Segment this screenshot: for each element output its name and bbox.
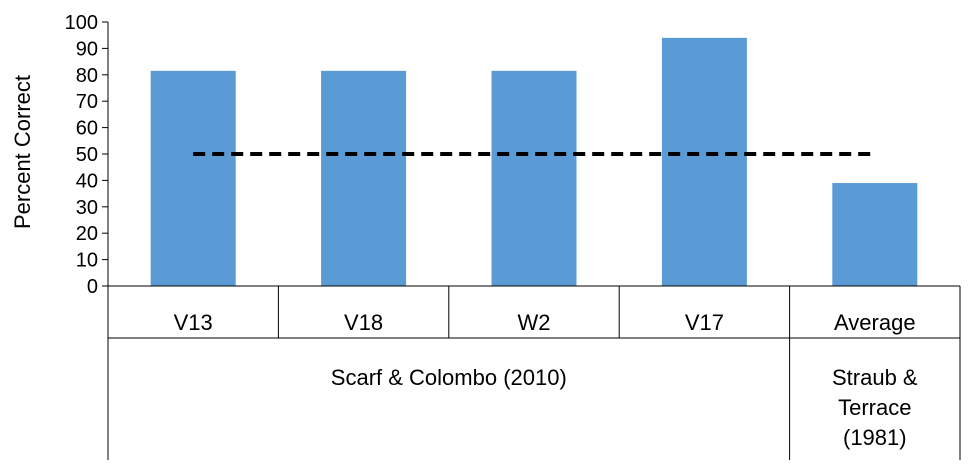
x-axis-labels: V13 V18 W2 V17 Average Scarf & Colombo (2010)… (174, 310, 918, 450)
bar-v18 (321, 70, 407, 286)
x-tick-label: Average (834, 310, 916, 335)
group-label-line: (1981) (843, 425, 907, 450)
y-tick-label: 70 (76, 91, 98, 113)
y-tick-label: 30 (76, 197, 98, 219)
bar-v17 (661, 37, 747, 287)
y-axis-ticks: 0 10 20 30 40 50 60 70 80 90 100 (65, 12, 108, 298)
bar-v13 (150, 70, 236, 286)
x-tick-label: V18 (344, 310, 383, 335)
bar-average (832, 183, 918, 286)
x-tick-label: V13 (174, 310, 213, 335)
y-tick-label: 0 (87, 276, 98, 298)
y-axis-label: Percent Correct (10, 75, 35, 229)
y-tick-label: 90 (76, 38, 98, 60)
group-label-line: Straub & (832, 365, 918, 390)
x-tick-label: W2 (518, 310, 551, 335)
bar-w2 (491, 70, 577, 286)
y-tick-label: 60 (76, 118, 98, 140)
y-tick-label: 40 (76, 170, 98, 192)
y-tick-label: 50 (76, 144, 98, 166)
bars (150, 37, 918, 287)
group-label-line: Terrace (838, 395, 911, 420)
y-tick-label: 80 (76, 65, 98, 87)
axes (107, 22, 961, 460)
group-label: Scarf & Colombo (2010) (331, 365, 567, 390)
y-tick-label: 10 (76, 250, 98, 272)
x-tick-label: V17 (685, 310, 724, 335)
y-tick-label: 20 (76, 223, 98, 245)
y-tick-label: 100 (65, 12, 98, 34)
